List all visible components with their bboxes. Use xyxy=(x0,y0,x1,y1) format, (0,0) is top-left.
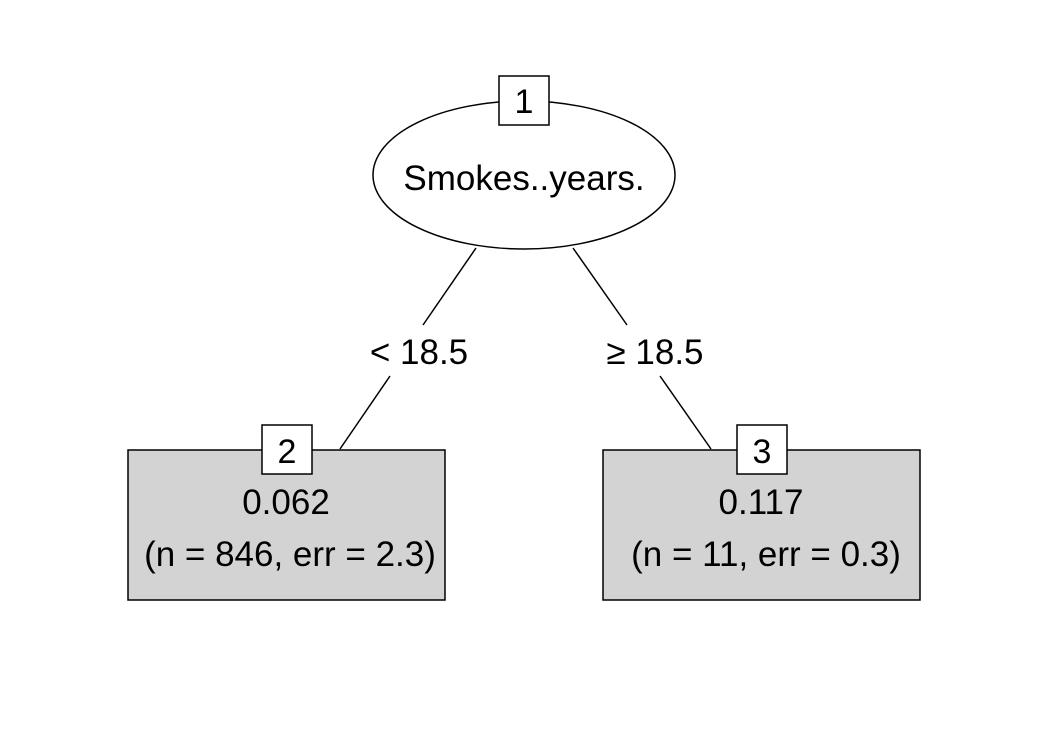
leaf-3-index: 3 xyxy=(753,433,772,471)
root-index: 1 xyxy=(515,83,534,121)
leaf-2-index: 2 xyxy=(278,433,297,471)
root-index-box xyxy=(498,75,550,126)
leaf-3-prediction: 0.117 xyxy=(719,483,804,522)
edge-root-to-left xyxy=(422,247,477,326)
leaf-3-stats: (n = 11, err = 0.3) xyxy=(631,535,901,574)
leaf-3-box xyxy=(602,449,921,601)
leaf-2-stats: (n = 846, err = 2.3) xyxy=(144,535,436,574)
leaf-node-2: 2 0.062 (n = 846, err = 2.3) xyxy=(127,424,446,601)
edge-root-to-right xyxy=(572,247,628,326)
leaf-node-3: 3 0.117 (n = 11, err = 0.3) xyxy=(602,424,921,601)
root-split-variable: Smokes..years. xyxy=(403,159,644,198)
root-node: Smokes..years. 1 xyxy=(372,75,676,250)
edge-left-to-leaf2 xyxy=(339,375,391,450)
leaf-3-index-box xyxy=(736,424,788,475)
left-split-label: < 18.5 xyxy=(370,333,468,372)
edge-right-to-leaf3 xyxy=(659,375,712,450)
leaf-2-prediction: 0.062 xyxy=(242,483,330,522)
right-split-label: ≥ 18.5 xyxy=(606,333,703,372)
leaf-2-index-box xyxy=(261,424,313,475)
